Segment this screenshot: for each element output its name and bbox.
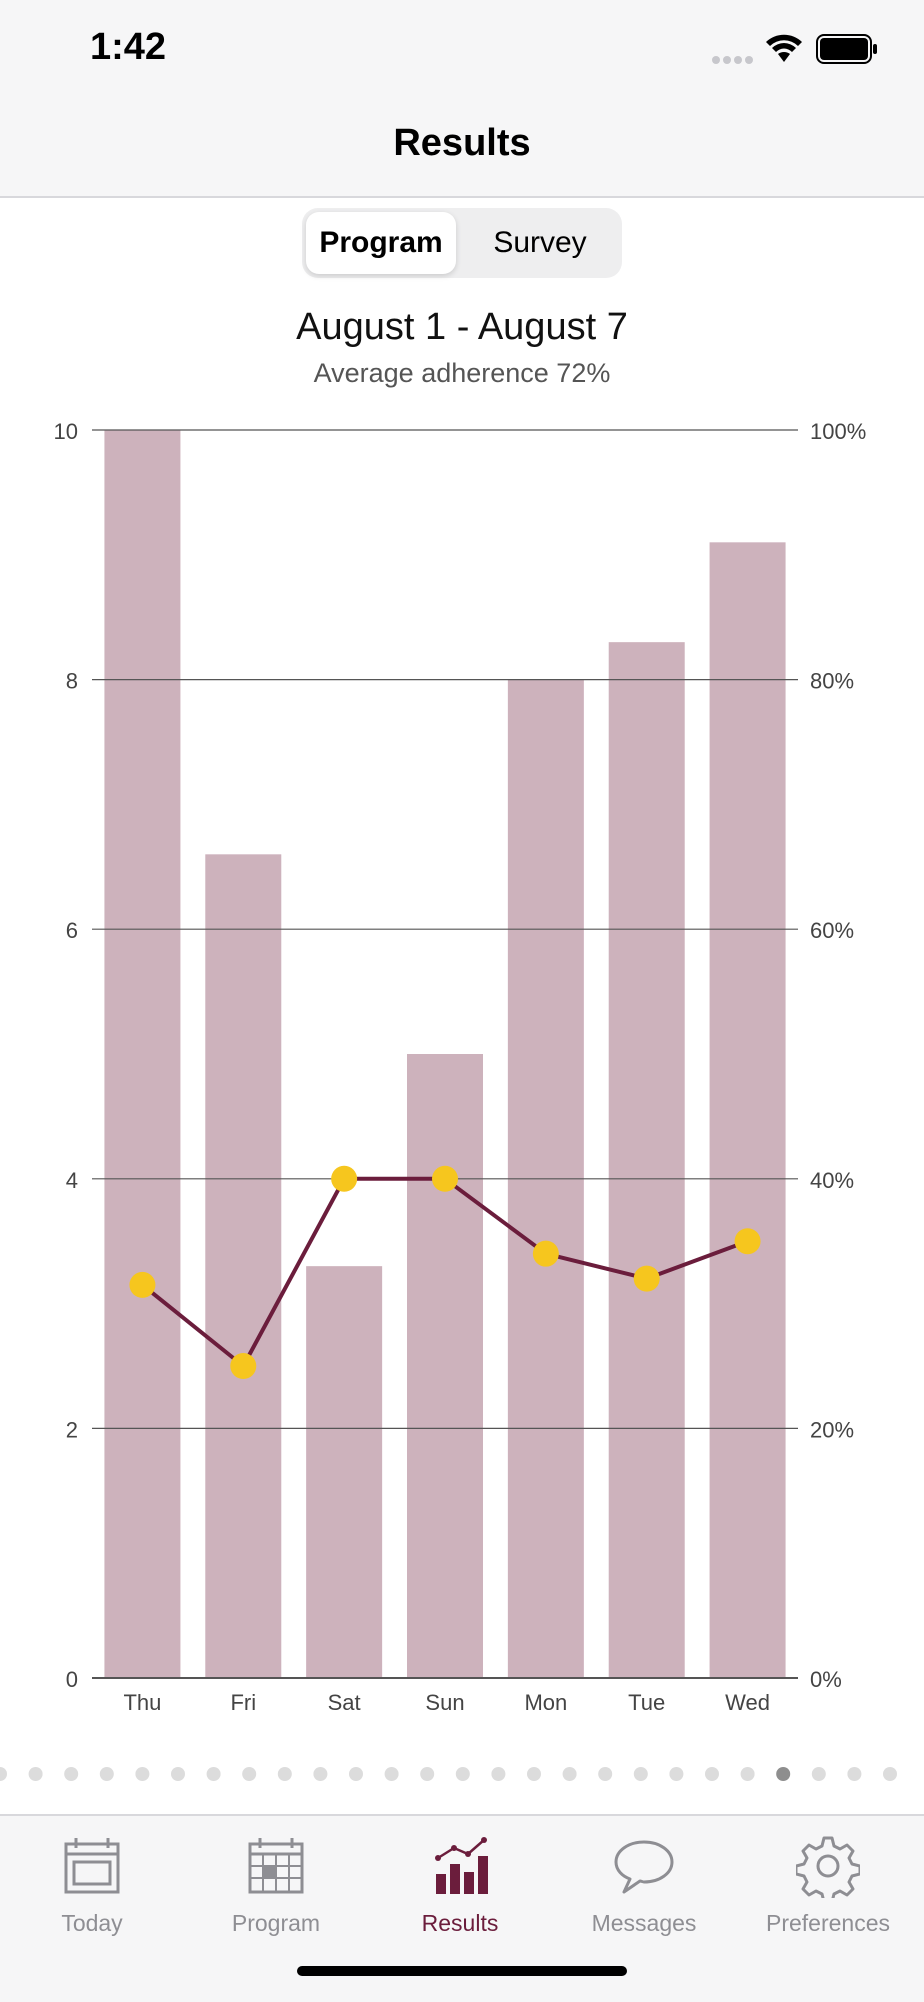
tab-label-results: Results [421,1910,499,1936]
average-adherence: Average adherence 72% [313,358,611,388]
chart-icon [435,1837,488,1894]
y-left-tick-label: 8 [66,669,78,694]
battery-icon [816,34,877,64]
y-right-tick-label: 40% [810,1168,854,1193]
bar-wed [709,542,786,1678]
page-dot[interactable] [242,1767,257,1781]
point-wed [734,1228,761,1255]
point-fri [230,1353,257,1379]
bar-tue [608,642,685,1678]
x-tick-label: Tue [628,1690,665,1715]
nav-bar: Results [0,100,924,198]
page-dot[interactable] [64,1767,79,1781]
point-tue [633,1265,660,1292]
tab-label-messages: Messages [591,1910,697,1936]
x-tick-label: Sun [425,1690,464,1715]
status-time: 1:42 [90,26,167,68]
calendar-today-icon [64,1838,120,1894]
segmented-control: Program Survey [302,208,622,278]
tab-preferences[interactable]: Preferences [736,1834,920,1954]
y-left-tick-label: 10 [54,419,78,444]
tab-results[interactable]: Results [368,1834,552,1954]
page-dot[interactable] [669,1767,684,1781]
gear-icon [796,1836,860,1898]
page-dot[interactable] [349,1767,363,1781]
page-dot[interactable] [384,1767,399,1781]
page-dot[interactable] [562,1767,577,1781]
home-indicator [297,1966,627,1976]
page-dot[interactable] [455,1767,470,1781]
bar-thu [104,430,181,1678]
bar-sat [306,1266,383,1678]
x-tick-label: Fri [230,1690,256,1715]
page-dot[interactable] [847,1767,862,1781]
page-dot[interactable] [28,1767,43,1781]
results-chart-svg: 0 0% 2 20% 4 40% 6 60% 8 80% 10 100% Thu Fri Sat Sun Mon… [54,419,867,1715]
y-right-tick-label: 60% [810,918,854,943]
x-tick-label: Thu [123,1690,161,1715]
page-dot[interactable] [206,1767,221,1781]
point-sat [331,1165,358,1192]
x-tick-label: Mon [524,1690,567,1715]
speech-bubble-icon [614,1840,674,1894]
date-range: August 1 - August 7 [296,306,628,348]
page-dot[interactable] [99,1767,114,1781]
page-dot[interactable] [811,1767,826,1781]
wifi-icon [766,34,802,62]
page-dot[interactable] [633,1767,648,1781]
page-dot[interactable] [420,1767,435,1781]
x-tick-label: Wed [725,1690,770,1715]
page-dot[interactable] [313,1767,328,1781]
page-indicator[interactable] [0,1764,924,1784]
bar-fri [205,854,282,1678]
page-dot[interactable] [171,1767,185,1781]
y-left-tick-label: 0 [66,1667,78,1692]
page-dot[interactable] [491,1767,506,1781]
results-chart: 0 0% 2 20% 4 40% 6 60% 8 80% 10 100% Thu Fri Sat Sun Mon… [0,400,924,1715]
y-left-tick-label: 4 [66,1168,78,1193]
page-dot[interactable] [598,1767,613,1781]
y-right-tick-label: 0% [810,1667,842,1692]
page-dot[interactable] [135,1767,150,1781]
tab-label-preferences: Preferences [765,1910,890,1936]
y-left-tick-label: 2 [66,1417,78,1442]
y-right-tick-label: 20% [810,1417,854,1442]
tab-today[interactable]: Today [0,1834,184,1954]
status-bar: 1:42 [0,0,924,100]
bar-sun [407,1054,483,1678]
calendar-grid-icon [248,1838,304,1894]
page-dot[interactable] [883,1767,897,1781]
tab-label-today: Today [61,1910,123,1936]
point-mon [532,1240,559,1267]
tab-label-program: Program [231,1910,321,1936]
y-right-tick-label: 80% [810,669,854,694]
segment-program[interactable]: Program [306,212,456,274]
page-dot[interactable] [705,1767,719,1781]
page-dot[interactable] [740,1767,755,1781]
page-dot-current[interactable] [776,1767,791,1781]
page-dot[interactable] [527,1767,541,1781]
segment-survey[interactable]: Survey [493,226,587,259]
y-right-tick-label: 100% [810,419,866,444]
tab-messages[interactable]: Messages [552,1834,736,1954]
point-sun [432,1165,458,1192]
tab-program[interactable]: Program [184,1834,368,1954]
signal-dots-icon [712,56,753,64]
page-dot[interactable] [0,1767,7,1781]
page-dot[interactable] [277,1767,292,1781]
x-tick-label: Sat [328,1690,361,1715]
page-title: Results [393,122,531,164]
point-thu [129,1271,156,1298]
y-left-tick-label: 6 [66,918,78,943]
